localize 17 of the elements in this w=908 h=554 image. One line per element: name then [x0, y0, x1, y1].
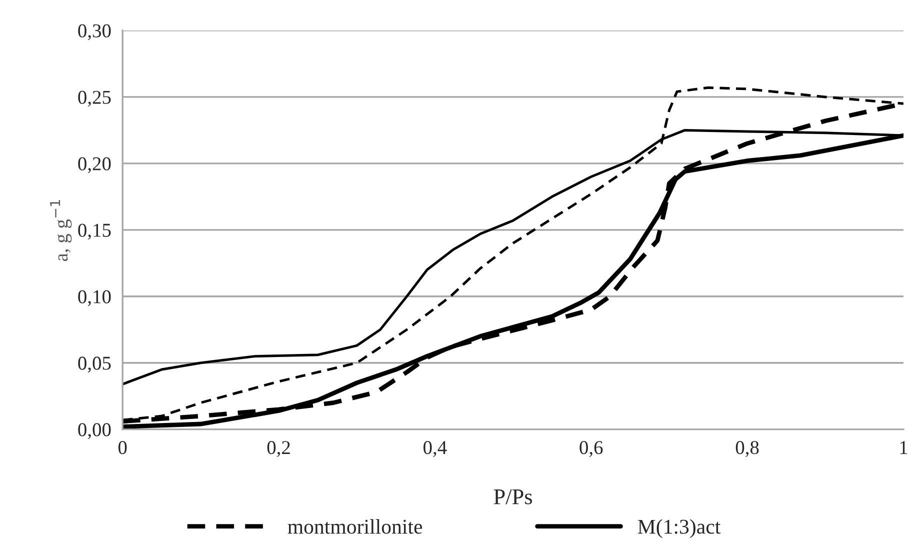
legend-label: M(1:3)act: [638, 519, 721, 538]
y-tick-label: 0,10: [78, 290, 111, 306]
x-axis-title: P/Ps: [494, 489, 532, 504]
x-tick-label: 0: [118, 441, 127, 454]
x-tick-label: 1: [900, 441, 908, 454]
x-tick-label: 0,8: [736, 441, 759, 457]
y-tick-label: 0,05: [78, 356, 111, 373]
y-tick-label: 0,30: [78, 24, 111, 40]
y-axis-title: a, g g$^{−1}$: [50, 200, 72, 262]
y-tick-label: 0,00: [78, 423, 111, 440]
y-tick-label: 0,15: [78, 224, 111, 240]
y-tick-label: 0,25: [78, 90, 111, 107]
x-tick-label: 0,6: [580, 441, 603, 457]
y-tick-label: 0,20: [78, 157, 111, 174]
x-tick-label: 0,4: [424, 441, 447, 457]
legend-label: montmorillonite: [288, 519, 422, 534]
x-tick-label: 0,2: [267, 441, 290, 457]
